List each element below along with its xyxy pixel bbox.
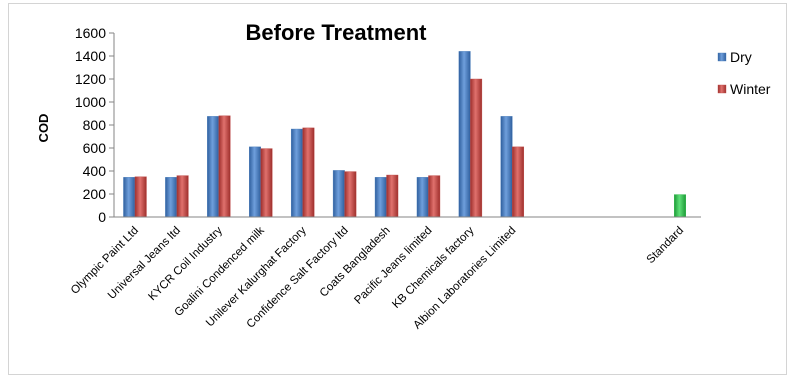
chart-title: Before Treatment (246, 20, 428, 45)
bar-winter-6 (386, 174, 399, 218)
bar-dry-2 (207, 116, 220, 218)
x-tick-label: Olympic Paint Ltd (69, 225, 141, 297)
y-axis-label: COD (36, 114, 51, 143)
legend-swatch-winter (717, 84, 727, 94)
y-tick-label: 0 (98, 209, 106, 225)
bar-dry-5 (332, 170, 345, 218)
y-tick-label: 400 (83, 163, 107, 179)
bar-dry-4 (290, 128, 303, 218)
x-tick-label: Standard (645, 225, 686, 266)
bar-dry-6 (374, 177, 387, 218)
bar-winter-9 (512, 146, 525, 218)
chart: Before Treatment COD 0 200 400 600 800 1000 12… (36, 20, 771, 332)
bar-standard-13 (674, 194, 686, 218)
x-tick-label: KYCR Coil Industry (146, 224, 225, 303)
bar-winter-4 (302, 127, 315, 218)
bar-winter-5 (344, 171, 357, 218)
y-tick-label: 1400 (75, 48, 106, 64)
x-tick-label: Pacific Jeans limited (352, 225, 434, 307)
bar-winter-8 (470, 78, 483, 218)
x-tick-label: Coats Bangladesh (318, 225, 393, 300)
y-tick-labels: 0 200 400 600 800 1000 1200 1400 1600 (75, 25, 114, 225)
y-tick-label: 600 (83, 140, 107, 156)
x-tick-label: Universal Jeans ltd (106, 225, 183, 302)
bar-winter-1 (176, 175, 189, 218)
bars (123, 51, 686, 218)
legend: Dry Winter (717, 49, 771, 97)
y-tick-label: 1200 (75, 71, 106, 87)
bar-dry-7 (416, 177, 429, 218)
bar-winter-0 (134, 176, 147, 218)
legend-label-dry: Dry (730, 49, 752, 65)
axes (113, 33, 701, 218)
legend-swatch-dry (717, 52, 727, 62)
bar-dry-3 (249, 146, 261, 218)
legend-label-winter: Winter (730, 81, 771, 97)
y-tick-label: 800 (83, 117, 107, 133)
bar-dry-9 (500, 116, 513, 218)
x-tick-label: KB Chemicals factory (390, 224, 476, 310)
bar-dry-0 (123, 177, 136, 218)
bar-winter-3 (260, 148, 273, 218)
bar-dry-1 (165, 177, 178, 218)
bar-winter-2 (218, 115, 231, 218)
chart-frame: Before Treatment COD 0 200 400 600 800 1000 12… (8, 3, 787, 375)
bar-dry-8 (458, 51, 471, 218)
y-tick-label: 1000 (75, 94, 106, 110)
y-tick-label: 1600 (75, 25, 106, 41)
y-tick-label: 200 (83, 186, 107, 202)
bar-winter-7 (428, 175, 441, 218)
